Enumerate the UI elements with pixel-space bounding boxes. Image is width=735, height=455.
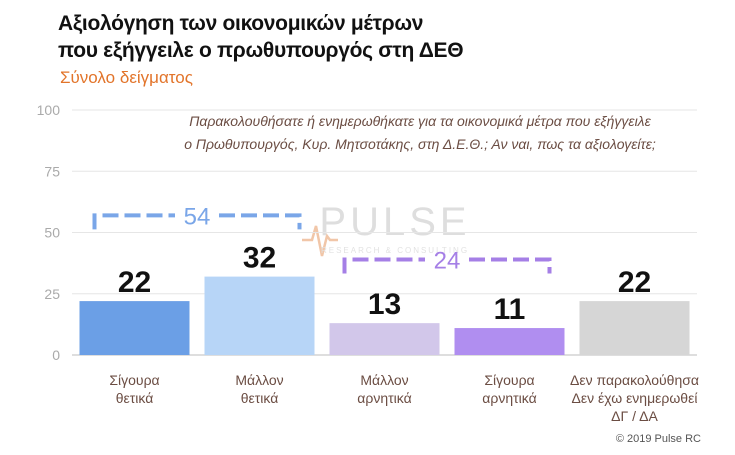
group-bracket-1	[92, 213, 302, 230]
y-tick-label-25: 25	[44, 286, 60, 302]
y-tick-label-75: 75	[44, 163, 60, 179]
bar-1	[79, 301, 190, 355]
bar-value-label-2: 32	[243, 242, 276, 275]
group-bracket-2	[342, 257, 552, 274]
bar-5	[579, 301, 690, 355]
y-tick-label-100: 100	[37, 102, 61, 118]
category-label-3-line-1: Μάλλον	[360, 372, 408, 388]
bar-value-label-4: 11	[494, 293, 526, 326]
category-label-1-line-2: θετικά	[116, 390, 154, 406]
y-tick-label-0: 0	[52, 347, 60, 363]
bar-value-label-3: 13	[368, 288, 401, 321]
y-tick-label-50: 50	[44, 225, 60, 241]
category-label-5-line-2: Δεν έχω ενημερωθεί	[572, 390, 698, 406]
category-label-3-line-2: αρνητικά	[357, 390, 411, 406]
question-line-1: Παρακολουθήσατε ή ενημερωθήκατε για τα ο…	[189, 113, 651, 129]
bar-3	[329, 323, 440, 355]
title-line-1: Αξιολόγηση των οικονομικών μέτρων	[58, 12, 424, 35]
bar-value-label-1: 22	[118, 266, 151, 299]
question-line-2: ο Πρωθυπουργός, Κυρ. Μητσοτάκης, στη Δ.Ε…	[184, 136, 656, 152]
category-label-4-line-1: Σίγουρα	[484, 372, 534, 388]
watermark-pulse-icon	[302, 225, 338, 257]
survey-question: Παρακολουθήσατε ή ενημερωθήκατε για τα ο…	[150, 110, 690, 156]
chart-subtitle: Σύνολο δείγματος	[60, 68, 193, 87]
chart-title: Αξιολόγηση των οικονομικών μέτρων που εξ…	[58, 10, 464, 64]
group-total-label-1: 54	[184, 203, 211, 230]
category-label-1-line-1: Σίγουρα	[109, 372, 159, 388]
group-total-label-2: 24	[434, 247, 461, 274]
watermark-text: PULSE	[319, 200, 470, 244]
bar-value-label-5: 22	[618, 266, 651, 299]
bar-2	[204, 276, 315, 355]
bar-4	[454, 328, 565, 355]
category-label-2-line-1: Μάλλον	[235, 372, 283, 388]
watermark-subtext: RESEARCH & CONSULTING	[321, 246, 469, 255]
category-label-2-line-2: θετικά	[241, 390, 279, 406]
category-label-4-line-2: αρνητικά	[482, 390, 536, 406]
category-label-5-line-1: Δεν παρακολούθησα	[570, 372, 699, 388]
copyright-note: © 2019 Pulse RC	[615, 433, 701, 445]
title-line-2: που εξήγγειλε ο πρωθυπουργός στη ΔΕΘ	[58, 39, 464, 62]
category-label-5-line-3: ΔΓ / ΔΑ	[611, 408, 658, 424]
